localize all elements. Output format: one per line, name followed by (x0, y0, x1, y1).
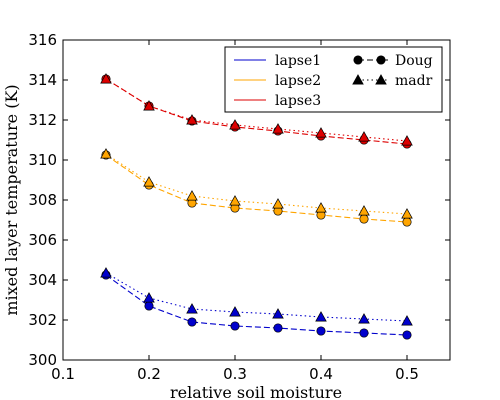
legend-label-lapse2: lapse2 (275, 73, 321, 89)
data-point-lapse1-madr (358, 313, 370, 324)
data-point-lapse1-doug (187, 317, 197, 327)
data-point-lapse1-doug (359, 328, 369, 338)
data-point-lapse2-madr (401, 208, 413, 219)
y-tick-label: 304 (28, 271, 57, 289)
legend-label-madr: madr (395, 73, 433, 89)
x-tick-label: 0.1 (51, 365, 75, 383)
data-point-lapse3-madr (229, 119, 241, 130)
legend-marker-doug (353, 55, 363, 65)
data-point-lapse1-doug (273, 323, 283, 333)
data-point-lapse1-madr (272, 308, 284, 319)
y-tick-label: 300 (28, 351, 57, 369)
x-tick-label: 0.3 (223, 365, 247, 383)
data-point-lapse3-madr (186, 114, 198, 125)
data-point-lapse1-madr (100, 267, 112, 278)
data-point-lapse1-madr (143, 292, 155, 303)
data-point-lapse1-madr (401, 315, 413, 326)
y-tick-label: 302 (28, 311, 57, 329)
series-line-lapse2-madr (105, 153, 408, 215)
legend-label-doug: Doug (395, 53, 433, 69)
data-point-lapse2-madr (315, 202, 327, 213)
data-point-lapse2-madr (100, 148, 112, 159)
data-point-lapse2-madr (186, 190, 198, 201)
x-tick-label: 0.5 (395, 365, 419, 383)
legend-label-lapse1: lapse1 (275, 53, 321, 69)
data-point-lapse1-madr (229, 306, 241, 317)
data-point-lapse2-madr (143, 176, 155, 187)
legend-marker-doug (376, 55, 386, 65)
series-lines (105, 78, 408, 336)
y-tick-label: 312 (28, 111, 57, 129)
data-point-lapse2-doug (402, 217, 412, 227)
y-tick-label: 314 (28, 71, 57, 89)
y-tick-label: 310 (28, 151, 57, 169)
series-line-lapse2-doug (105, 154, 408, 223)
data-point-lapse3-madr (143, 100, 155, 111)
data-point-lapse3-madr (358, 131, 370, 142)
x-tick-label: 0.4 (309, 365, 333, 383)
y-tick-label: 306 (28, 231, 57, 249)
legend-marker-madr (375, 74, 387, 85)
y-tick-label: 308 (28, 191, 57, 209)
data-point-lapse1-doug (402, 330, 412, 340)
data-point-lapse1-doug (144, 301, 154, 311)
data-point-lapse2-madr (229, 195, 241, 206)
data-point-lapse2-doug (359, 214, 369, 224)
data-point-lapse3-madr (272, 123, 284, 134)
y-tick-label: 316 (28, 31, 57, 49)
data-point-lapse1-madr (186, 303, 198, 314)
data-point-lapse2-madr (358, 205, 370, 216)
data-point-lapse1-doug (316, 326, 326, 336)
axis-ticks: 0.1 0.2 0.3 0.4 0.5 300 302 304 306 308 310 312 314 3… (28, 31, 450, 383)
x-axis-title: relative soil moisture (170, 383, 342, 400)
data-point-lapse1-madr (315, 311, 327, 322)
y-axis-title: mixed layer temperature (K) (2, 84, 21, 315)
series-markers (100, 73, 413, 340)
data-point-lapse2-madr (272, 198, 284, 209)
legend-label-lapse3: lapse3 (275, 93, 321, 109)
series-line-lapse3-doug (105, 78, 408, 145)
data-point-lapse3-madr (100, 73, 112, 84)
data-point-lapse3-madr (315, 127, 327, 138)
series-line-lapse3-madr (105, 78, 408, 142)
series-line-lapse1-doug (105, 274, 408, 336)
data-point-lapse1-doug (230, 321, 240, 331)
series-line-lapse1-madr (105, 272, 408, 322)
data-point-lapse3-madr (401, 135, 413, 146)
legend: lapse1 lapse2 lapse3 Doug madr (224, 46, 443, 113)
legend-marker-madr (352, 74, 364, 85)
x-tick-label: 0.2 (137, 365, 161, 383)
